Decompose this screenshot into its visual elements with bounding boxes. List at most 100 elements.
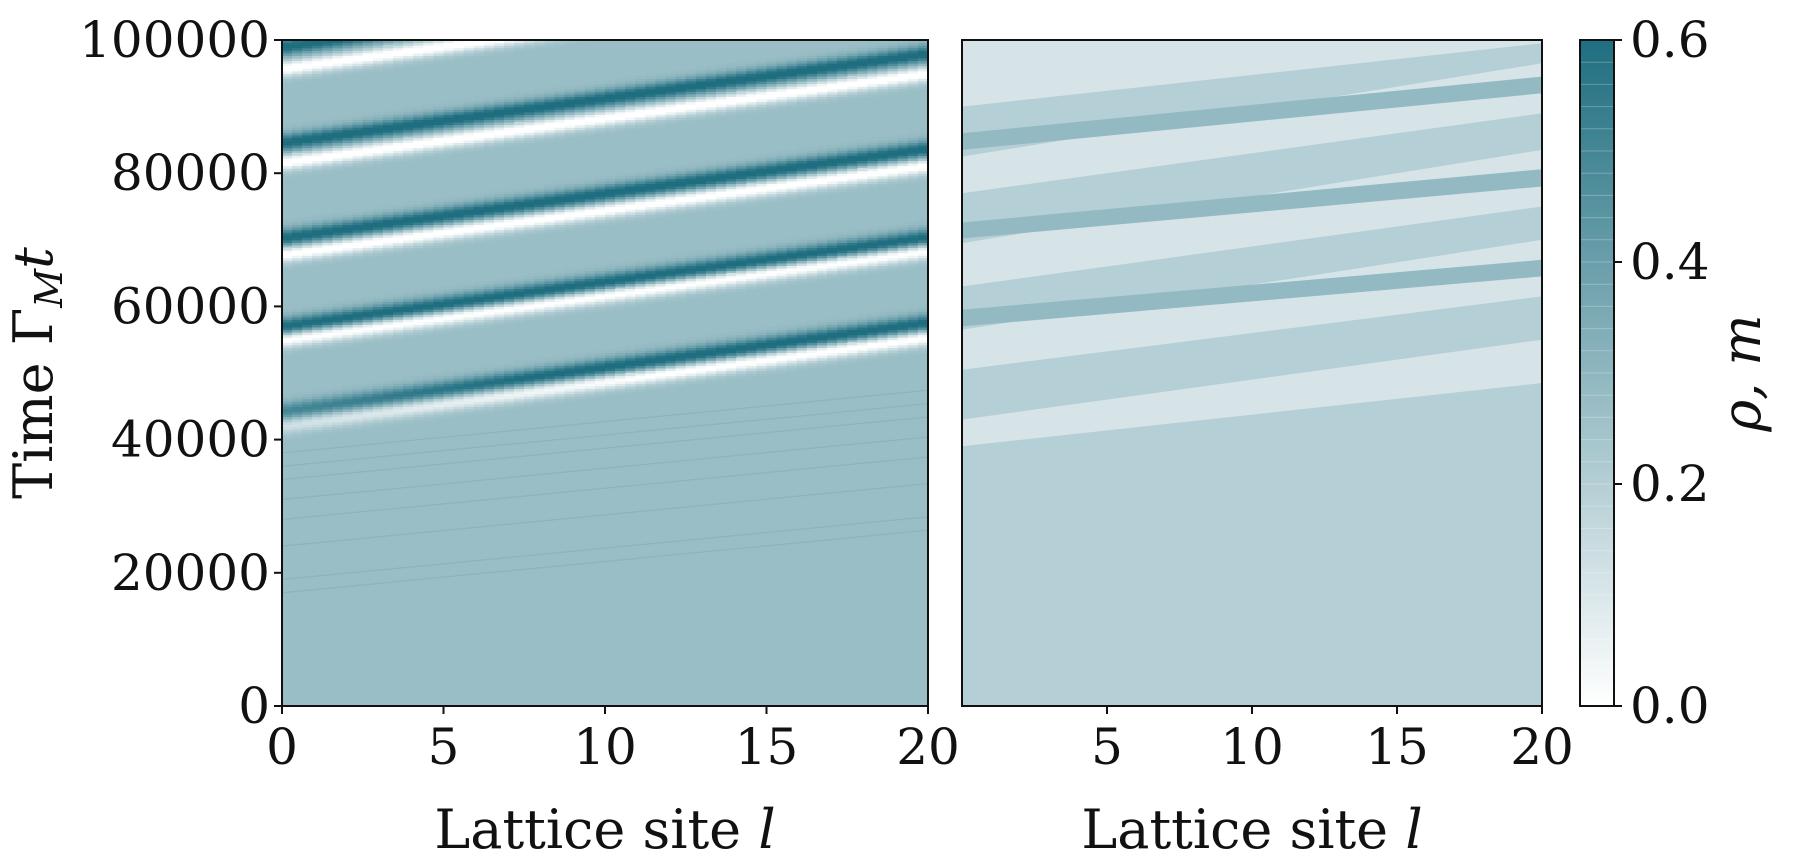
left-heatmap-cell xyxy=(372,319,384,323)
left-heatmap-cell xyxy=(554,191,566,195)
left-heatmap-cell xyxy=(554,291,566,295)
left-heatmap-cell xyxy=(362,321,374,325)
left-heatmap-cell xyxy=(685,349,697,354)
left-heatmap-cell xyxy=(726,73,737,77)
left-heatmap-cell xyxy=(463,129,475,133)
left-heatmap-cell xyxy=(493,40,505,44)
left-heatmap-cell xyxy=(877,165,889,169)
left-heatmap-cell xyxy=(312,232,323,236)
left-heatmap-cell xyxy=(372,150,384,154)
left-heatmap-cell xyxy=(867,183,879,187)
left-heatmap-cell xyxy=(837,57,848,62)
left-heatmap-cell xyxy=(403,334,414,338)
left-heatmap-cell xyxy=(786,57,798,62)
left-heatmap-cell xyxy=(837,270,848,274)
left-heatmap-cell xyxy=(463,142,475,146)
left-heatmap-cell xyxy=(564,270,576,274)
left-heatmap-cell xyxy=(645,104,657,108)
left-heatmap-cell xyxy=(847,180,858,185)
left-heatmap-cell xyxy=(564,180,576,185)
left-heatmap-cell xyxy=(827,247,838,251)
left-heatmap-cell xyxy=(867,155,879,159)
left-heatmap-cell xyxy=(504,365,515,369)
left-heatmap-cell xyxy=(716,80,727,85)
left-heatmap-cell xyxy=(736,73,747,77)
left-heatmap-cell xyxy=(625,75,636,80)
left-heatmap-cell xyxy=(292,63,303,67)
left-heatmap-cell xyxy=(382,250,394,254)
left-heatmap-cell xyxy=(857,145,869,149)
left-heatmap-cell xyxy=(746,168,757,172)
left-heatmap-cell xyxy=(564,355,576,359)
left-heatmap-cell xyxy=(504,375,515,379)
left-heatmap-cell xyxy=(726,96,737,100)
left-heatmap-cell xyxy=(695,367,707,372)
left-heatmap-cell xyxy=(605,175,616,179)
left-heatmap-cell xyxy=(605,101,616,105)
left-heatmap-cell xyxy=(605,209,616,213)
left-heatmap-cell xyxy=(302,75,313,80)
left-heatmap-cell xyxy=(322,224,334,228)
left-heatmap-cell xyxy=(574,378,586,382)
left-heatmap-cell xyxy=(362,216,374,220)
left-heatmap-cell xyxy=(433,401,445,405)
left-heatmap-cell xyxy=(413,229,424,233)
left-heatmap-cell xyxy=(504,42,515,46)
left-heatmap-cell xyxy=(504,114,515,118)
left-heatmap-cell xyxy=(393,337,404,341)
left-heatmap-cell xyxy=(322,390,334,395)
left-heatmap-cell xyxy=(867,162,879,167)
left-heatmap-cell xyxy=(524,111,535,115)
left-heatmap-cell xyxy=(625,186,636,190)
left-heatmap-cell xyxy=(282,147,293,151)
left-heatmap-cell xyxy=(786,75,798,80)
left-heatmap-cell xyxy=(574,188,586,192)
left-heatmap-cell xyxy=(877,88,889,92)
left-heatmap-cell xyxy=(746,352,757,356)
left-heatmap-cell xyxy=(322,139,334,144)
left-heatmap-cell xyxy=(322,339,334,343)
left-heatmap-cell xyxy=(857,319,869,323)
left-heatmap-cell xyxy=(645,385,657,389)
left-heatmap-cell xyxy=(483,221,495,226)
left-heatmap-cell xyxy=(877,83,889,87)
left-heatmap-cell xyxy=(847,352,858,356)
left-heatmap-cell xyxy=(423,52,434,56)
left-heatmap-cell xyxy=(342,255,354,259)
left-heatmap-cell xyxy=(292,431,303,436)
left-heatmap-cell xyxy=(574,214,586,218)
left-heatmap-cell xyxy=(827,157,838,161)
left-heatmap-cell xyxy=(514,403,525,407)
left-heatmap-cell xyxy=(312,308,323,313)
left-heatmap-cell xyxy=(463,216,475,220)
left-heatmap-cell xyxy=(352,47,364,51)
left-heatmap-cell xyxy=(847,255,858,259)
left-heatmap-cell xyxy=(433,314,445,318)
left-heatmap-cell xyxy=(322,170,334,174)
left-heatmap-cell xyxy=(403,324,414,328)
left-heatmap-cell xyxy=(443,229,455,233)
left-heatmap-cell xyxy=(766,75,778,80)
left-heatmap-cell xyxy=(756,91,768,95)
left-heatmap-cell xyxy=(453,234,465,238)
left-heatmap-cell xyxy=(766,165,778,169)
left-heatmap-cell xyxy=(645,180,657,185)
left-heatmap-cell xyxy=(806,362,818,366)
left-heatmap-cell xyxy=(655,183,667,187)
left-heatmap-cell xyxy=(534,101,546,105)
left-heatmap-cell xyxy=(867,50,879,54)
left-heatmap-cell xyxy=(443,306,455,310)
left-heatmap-cell xyxy=(544,132,556,136)
left-heatmap-cell xyxy=(705,114,717,118)
left-heatmap-cell xyxy=(857,180,869,185)
left-heatmap-cell xyxy=(584,88,596,92)
left-heatmap-cell xyxy=(463,226,475,231)
left-heatmap-cell xyxy=(615,129,626,133)
left-heatmap-cell xyxy=(332,162,344,167)
left-heatmap-cell xyxy=(756,101,768,105)
left-heatmap-cell xyxy=(655,383,667,387)
left-heatmap-cell xyxy=(716,198,727,202)
left-heatmap-cell xyxy=(483,109,495,113)
left-heatmap-cell xyxy=(332,316,344,320)
left-heatmap-cell xyxy=(372,132,384,136)
